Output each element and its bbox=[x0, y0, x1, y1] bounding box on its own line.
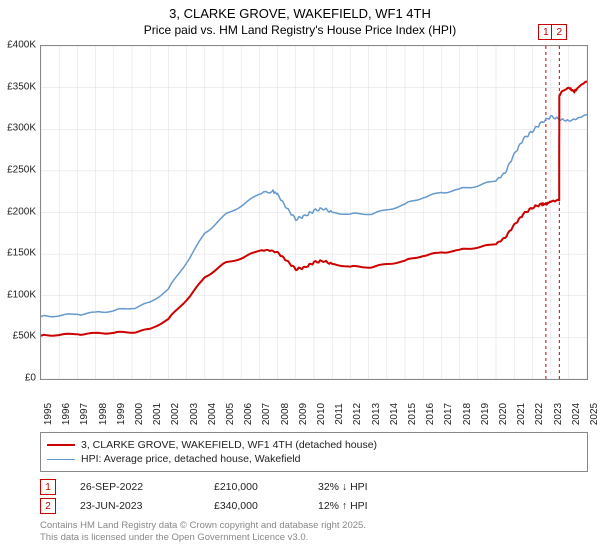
x-tick-label: 2016 bbox=[425, 403, 436, 425]
legend-swatch-hpi bbox=[47, 459, 75, 460]
plot-area: 12 bbox=[40, 45, 588, 380]
y-tick-label: £400K bbox=[7, 40, 36, 51]
y-tick-label: £300K bbox=[7, 123, 36, 134]
footer-attribution: Contains HM Land Registry data © Crown c… bbox=[40, 520, 366, 545]
y-tick-label: £50K bbox=[13, 331, 36, 342]
x-tick-label: 2009 bbox=[298, 403, 309, 425]
sale-badge-2: 2 bbox=[40, 498, 56, 514]
x-tick-label: 2000 bbox=[134, 403, 145, 425]
x-tick-label: 2003 bbox=[189, 403, 200, 425]
x-tick-label: 2021 bbox=[516, 403, 527, 425]
x-tick-label: 2018 bbox=[462, 403, 473, 425]
legend-swatch-price-paid bbox=[47, 444, 75, 446]
legend-row-price-paid: 3, CLARKE GROVE, WAKEFIELD, WF1 4TH (det… bbox=[47, 439, 581, 451]
footer-line-1: Contains HM Land Registry data © Crown c… bbox=[40, 520, 366, 532]
sale-row-2: 2 23-JUN-2023 £340,000 12% ↑ HPI bbox=[40, 498, 588, 514]
x-tick-label: 2008 bbox=[280, 403, 291, 425]
x-tick-label: 1996 bbox=[61, 403, 72, 425]
plot-svg bbox=[41, 46, 587, 379]
sale-date-1: 26-SEP-2022 bbox=[80, 481, 190, 493]
x-tick-label: 1999 bbox=[116, 403, 127, 425]
x-tick-label: 2001 bbox=[152, 403, 163, 425]
x-tick-label: 2006 bbox=[243, 403, 254, 425]
x-tick-label: 2012 bbox=[352, 403, 363, 425]
x-tick-label: 2014 bbox=[389, 403, 400, 425]
legend-label-price-paid: 3, CLARKE GROVE, WAKEFIELD, WF1 4TH (det… bbox=[81, 439, 377, 451]
sale-row-1: 1 26-SEP-2022 £210,000 32% ↓ HPI bbox=[40, 479, 588, 495]
x-tick-label: 2004 bbox=[207, 403, 218, 425]
x-tick-label: 2017 bbox=[443, 403, 454, 425]
x-tick-label: 2010 bbox=[316, 403, 327, 425]
x-tick-label: 2022 bbox=[534, 403, 545, 425]
sale-marker-badge: 2 bbox=[551, 24, 567, 40]
title-line-1: 3, CLARKE GROVE, WAKEFIELD, WF1 4TH bbox=[0, 6, 600, 23]
y-axis-labels: £0£50K£100K£150K£200K£250K£300K£350K£400… bbox=[0, 45, 38, 380]
x-tick-label: 2019 bbox=[480, 403, 491, 425]
legend: 3, CLARKE GROVE, WAKEFIELD, WF1 4TH (det… bbox=[40, 432, 588, 472]
x-tick-label: 1998 bbox=[98, 403, 109, 425]
x-axis-labels: 1995 1996 1997 1998 1999 2000 2001 2002 2003 2004… bbox=[40, 382, 588, 427]
x-tick-label: 2005 bbox=[225, 403, 236, 425]
y-tick-label: £150K bbox=[7, 248, 36, 259]
x-tick-label: 2023 bbox=[553, 403, 564, 425]
title-line-2: Price paid vs. HM Land Registry's House … bbox=[0, 23, 600, 39]
y-tick-label: £350K bbox=[7, 81, 36, 92]
y-tick-label: £250K bbox=[7, 164, 36, 175]
x-tick-label: 2011 bbox=[334, 403, 345, 425]
sale-badge-1: 1 bbox=[40, 479, 56, 495]
sale-delta-2: 12% ↑ HPI bbox=[318, 500, 418, 512]
x-tick-label: 2013 bbox=[371, 403, 382, 425]
sale-price-2: £340,000 bbox=[214, 500, 294, 512]
chart-container: 3, CLARKE GROVE, WAKEFIELD, WF1 4TH Pric… bbox=[0, 0, 600, 560]
x-tick-label: 2025 bbox=[589, 403, 600, 425]
x-tick-label: 2002 bbox=[170, 403, 181, 425]
legend-label-hpi: HPI: Average price, detached house, Wake… bbox=[81, 453, 300, 465]
y-tick-label: £200K bbox=[7, 206, 36, 217]
x-tick-label: 2020 bbox=[498, 403, 509, 425]
y-tick-label: £100K bbox=[7, 289, 36, 300]
footer-line-2: This data is licensed under the Open Gov… bbox=[40, 532, 366, 544]
sale-events: 1 26-SEP-2022 £210,000 32% ↓ HPI 2 23-JU… bbox=[40, 476, 588, 517]
x-tick-label: 2015 bbox=[407, 403, 418, 425]
x-tick-label: 1997 bbox=[79, 403, 90, 425]
chart-title: 3, CLARKE GROVE, WAKEFIELD, WF1 4TH Pric… bbox=[0, 0, 600, 38]
legend-row-hpi: HPI: Average price, detached house, Wake… bbox=[47, 453, 581, 465]
x-tick-label: 1995 bbox=[43, 403, 54, 425]
x-tick-label: 2024 bbox=[571, 403, 582, 425]
sale-delta-1: 32% ↓ HPI bbox=[318, 481, 418, 493]
y-tick-label: £0 bbox=[25, 373, 36, 384]
x-tick-label: 2007 bbox=[261, 403, 272, 425]
sale-price-1: £210,000 bbox=[214, 481, 294, 493]
sale-date-2: 23-JUN-2023 bbox=[80, 500, 190, 512]
